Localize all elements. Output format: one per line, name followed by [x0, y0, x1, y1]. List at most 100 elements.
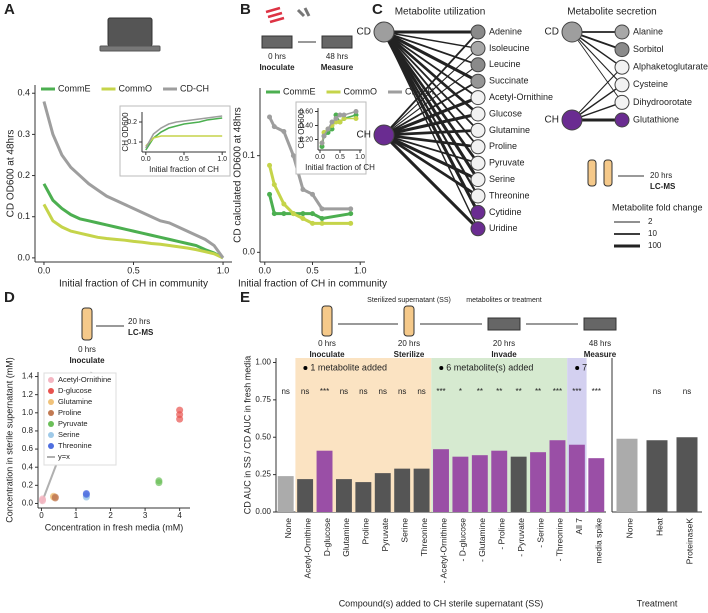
node: [614, 42, 630, 58]
node: [470, 221, 486, 237]
icons: [81, 6, 644, 341]
node: [470, 73, 486, 89]
step-action: Measure: [584, 350, 617, 359]
node-label: Adenine: [489, 26, 522, 36]
y-tick-label: 0.2: [127, 119, 137, 126]
point: [271, 211, 277, 217]
y-tick-label: 0.1: [242, 150, 255, 160]
point: [176, 406, 184, 414]
x-tick-label: 1.0: [355, 154, 365, 161]
x-tick-label: - Serine: [535, 518, 545, 548]
step-action: Inoculate: [69, 356, 105, 365]
icon: [303, 366, 308, 370]
point: [290, 153, 296, 159]
line: [42, 101, 225, 259]
point: [337, 112, 343, 118]
y-tick-label: 0.2: [22, 480, 34, 489]
y-tick-label: 1.4: [22, 372, 34, 381]
bar: [374, 473, 391, 512]
node: [470, 122, 486, 138]
x-axis-label: Initial fraction of CH in community: [59, 279, 208, 290]
y-tick-label: 1.2: [22, 390, 34, 399]
x-tick-label: Proline: [361, 518, 371, 545]
group-label: 6 metabolite(s) added: [446, 362, 533, 372]
y-tick-label: 1.00: [255, 358, 271, 367]
legend-label: Pyruvate: [58, 419, 88, 428]
step-time: 48 hrs: [589, 339, 611, 348]
significance: ns: [398, 387, 406, 396]
y-axis-label: CD AUC in SS / CD AUC in fresh media: [242, 356, 252, 515]
significance: **: [535, 387, 541, 396]
x-tick-label: 1: [74, 511, 79, 520]
panel-label: C: [372, 1, 383, 18]
legend-label: Glutamine: [58, 397, 92, 406]
x-tick-label: - Acetyl-Ornithine: [438, 518, 448, 583]
source-node: [373, 124, 395, 146]
source-node: [373, 21, 395, 43]
node-label: Threonine: [489, 190, 530, 200]
node: [614, 24, 630, 40]
legend-label: CommO: [344, 86, 378, 96]
y-tick-label: 0.60: [299, 108, 313, 115]
y-tick-label: 0.3: [17, 129, 30, 139]
point: [348, 206, 354, 212]
icon: [575, 366, 580, 370]
bar: [452, 456, 469, 512]
step-time: 20 hrs: [398, 339, 420, 348]
step-time: 20 hrs: [650, 171, 672, 180]
legend-swatch: [48, 388, 54, 394]
x-tick-label: 0: [39, 511, 44, 520]
icon: [439, 366, 444, 370]
point: [281, 211, 287, 217]
step-action: LC-MS: [128, 328, 154, 337]
x-tick-label: - D-glucose: [458, 518, 468, 562]
point: [300, 216, 306, 221]
x-tick-label: None: [283, 518, 293, 539]
tube-icon: [81, 307, 93, 341]
significance: **: [516, 387, 522, 396]
panel: D 20 hrs LC-MS 0 hrs Inoculate 0 1 2 3 4 0.0 0.2 0.4…: [4, 289, 190, 532]
panel-label: E: [240, 289, 250, 306]
edge: [383, 31, 479, 230]
edge: [383, 133, 479, 182]
significance: **: [496, 387, 502, 396]
y-tick-label: 0.6: [22, 444, 34, 453]
point: [341, 112, 347, 118]
y-tick-label: 0.0: [17, 252, 30, 262]
node: [470, 204, 486, 220]
legend-swatch: [48, 410, 54, 416]
x-tick-label: 2: [108, 511, 113, 520]
x-tick-label: Threonine: [419, 518, 429, 557]
x-tick-label: Serine: [399, 518, 409, 543]
edge: [382, 31, 480, 181]
y-tick-label: 0.0: [22, 499, 34, 508]
point: [333, 112, 339, 118]
legend-swatch: [48, 399, 54, 405]
x-axis-label: Treatment: [637, 598, 678, 608]
tube-icon: [321, 305, 333, 337]
legend-label: CommE: [58, 83, 91, 93]
legend-swatch: [48, 432, 54, 438]
y-axis-label: CH OD600: [297, 109, 306, 149]
significance: ns: [379, 387, 387, 396]
x-tick-label: media spike: [594, 518, 604, 564]
node-label: Alanine: [633, 26, 663, 36]
x-tick-label: 3: [143, 511, 148, 520]
step-action: Inoculate: [259, 63, 295, 72]
point: [267, 191, 273, 197]
x-tick-label: 0.5: [306, 265, 319, 275]
edge: [571, 31, 623, 86]
x-tick-label: 0.5: [127, 265, 140, 275]
x-tick-label: 1.0: [217, 156, 227, 163]
point: [290, 211, 296, 217]
node: [470, 139, 486, 155]
node: [470, 188, 486, 204]
node-label: Isoleucine: [489, 43, 530, 53]
point: [348, 220, 354, 226]
point: [38, 496, 46, 504]
source-label: CH: [545, 115, 559, 126]
plate-icon: [321, 35, 353, 49]
bar: [588, 458, 605, 512]
point: [325, 126, 331, 132]
edge: [383, 133, 479, 149]
